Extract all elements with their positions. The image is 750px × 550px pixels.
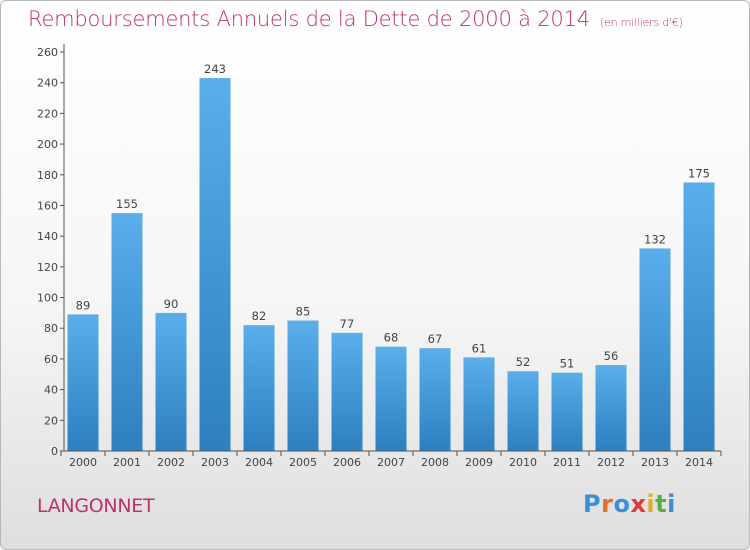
- y-tick-label: 180: [37, 169, 58, 182]
- data-label-2012: 56: [604, 349, 619, 363]
- chart-unit-note: (en milliers d'€): [599, 16, 683, 29]
- x-tick-label-2010: 2010: [509, 456, 537, 469]
- logo-letter: t: [655, 490, 668, 518]
- bar-2013: [639, 248, 671, 451]
- bar-2006: [331, 332, 363, 451]
- x-tick-label-2006: 2006: [333, 456, 361, 469]
- x-tick-label-2008: 2008: [421, 456, 449, 469]
- chart-title-text: Remboursements Annuels de la Dette de 20…: [28, 7, 590, 31]
- y-tick-label: 240: [37, 77, 58, 90]
- commune-name: LANGONNET: [37, 495, 155, 517]
- x-tick-label-2001: 2001: [113, 456, 141, 469]
- x-tick-label-2013: 2013: [641, 456, 669, 469]
- bar-2009: [463, 357, 495, 451]
- y-tick-label: 60: [44, 353, 58, 366]
- bar-2000: [67, 314, 99, 451]
- proxiti-logo: Proxiti: [583, 490, 676, 518]
- y-tick-label: 100: [37, 292, 58, 305]
- data-label-2002: 90: [164, 297, 179, 311]
- data-label-2001: 155: [116, 197, 138, 211]
- x-tick-label-2002: 2002: [157, 456, 185, 469]
- x-tick-label-2003: 2003: [201, 456, 229, 469]
- bar-2011: [551, 372, 583, 451]
- bar-2003: [199, 78, 231, 451]
- data-label-2013: 132: [644, 232, 666, 246]
- data-label-2008: 67: [428, 332, 443, 346]
- data-label-2007: 68: [384, 331, 399, 345]
- x-tick-label-2007: 2007: [377, 456, 405, 469]
- x-tick-label-2009: 2009: [465, 456, 493, 469]
- x-tick-label-2000: 2000: [69, 456, 97, 469]
- bar-2008: [419, 348, 451, 451]
- y-tick-label: 40: [44, 384, 58, 397]
- data-label-2014: 175: [688, 166, 710, 180]
- y-tick-label: 200: [37, 138, 58, 151]
- y-tick-label: 140: [37, 230, 58, 243]
- y-tick-label: 80: [44, 322, 58, 335]
- y-tick-label: 120: [37, 261, 58, 274]
- bar-2012: [595, 365, 627, 451]
- logo-letter: i: [667, 490, 676, 518]
- data-label-2005: 85: [296, 305, 311, 319]
- x-tick-label-2012: 2012: [597, 456, 625, 469]
- chart-title: Remboursements Annuels de la Dette de 20…: [28, 7, 683, 31]
- data-label-2004: 82: [252, 309, 267, 323]
- y-tick-label: 220: [37, 107, 58, 120]
- logo-letter: r: [601, 490, 614, 518]
- data-label-2003: 243: [204, 62, 226, 76]
- data-label-2009: 61: [472, 341, 487, 355]
- data-label-2010: 52: [516, 355, 531, 369]
- bar-2010: [507, 371, 539, 451]
- y-tick-label: 260: [37, 46, 58, 59]
- data-label-2011: 51: [560, 357, 575, 371]
- logo-letter: P: [583, 490, 602, 518]
- data-label-2000: 89: [76, 298, 91, 312]
- x-tick-label-2005: 2005: [289, 456, 317, 469]
- bar-2014: [683, 182, 715, 451]
- bar-2004: [243, 325, 275, 451]
- bar-2007: [375, 346, 407, 451]
- y-tick-label: 0: [51, 445, 58, 458]
- x-tick-label-2011: 2011: [553, 456, 581, 469]
- logo-letter: x: [630, 490, 647, 518]
- bar-2005: [287, 320, 319, 451]
- bar-2002: [155, 312, 187, 451]
- y-tick-label: 20: [44, 414, 58, 427]
- logo-letter: i: [646, 490, 656, 518]
- x-tick-label-2004: 2004: [245, 456, 273, 469]
- data-label-2006: 77: [340, 317, 355, 331]
- bar-2001: [111, 213, 143, 451]
- logo-letter: o: [613, 490, 631, 518]
- y-tick-label: 160: [37, 199, 58, 212]
- x-tick-label-2014: 2014: [685, 456, 713, 469]
